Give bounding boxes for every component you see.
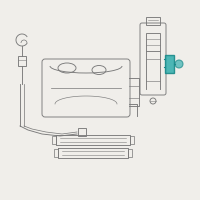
Bar bbox=[165, 55, 174, 73]
Bar bbox=[146, 33, 160, 51]
Bar bbox=[78, 128, 86, 136]
Bar bbox=[130, 136, 134, 144]
Bar bbox=[52, 136, 56, 144]
Bar bbox=[54, 149, 58, 157]
Bar bbox=[128, 149, 132, 157]
Bar bbox=[146, 17, 160, 25]
Bar bbox=[18, 56, 26, 66]
Ellipse shape bbox=[175, 60, 183, 68]
